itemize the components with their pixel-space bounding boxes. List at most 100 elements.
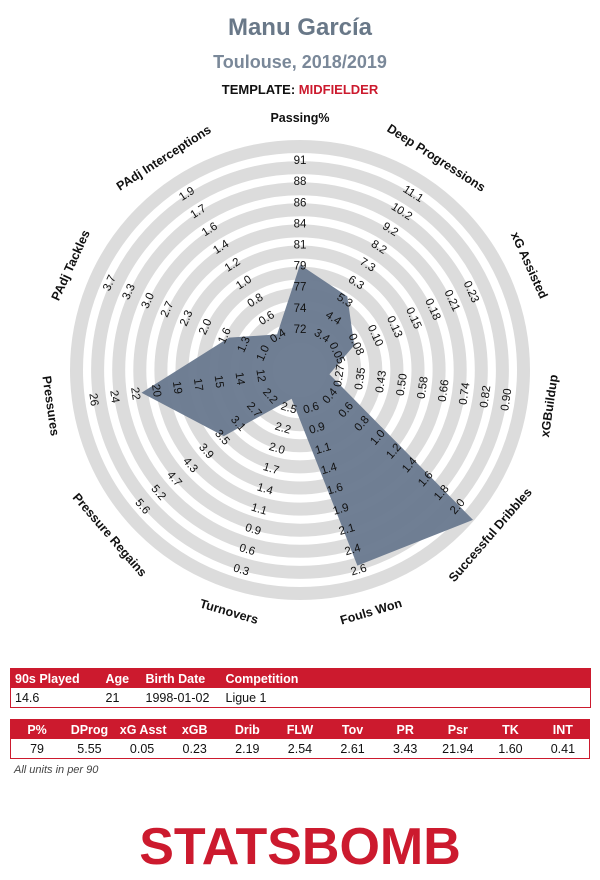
radar-axis-label: Turnovers [198, 597, 260, 627]
stats-header-cell: PR [378, 719, 432, 739]
stats-header-cell: xG Asst [115, 719, 169, 739]
radar-tick-label: 81 [294, 240, 307, 252]
info-header-row: 90s Played Age Birth Date Competition [10, 668, 591, 688]
radar-tick-label: 1.4 [256, 481, 275, 497]
radar-tick-label: 0.35 [353, 367, 368, 391]
radar-tick-label: 15 [212, 375, 226, 389]
info-header-cell: Birth Date [141, 668, 222, 688]
stats-value-row: 79 5.55 0.05 0.23 2.19 2.54 2.61 3.43 21… [10, 739, 590, 759]
stats-header-cell: Tov [326, 719, 379, 739]
radar-tick-label: 24 [107, 390, 121, 405]
radar-ring [70, 140, 530, 600]
info-value-cell: 21 [101, 688, 142, 708]
stats-header-cell: DProg [63, 719, 116, 739]
radar-polygon [141, 264, 473, 566]
stats-value-cell: 2.61 [326, 739, 379, 759]
info-value-cell: 1998-01-02 [141, 688, 222, 708]
stats-value-cell: 0.05 [115, 739, 169, 759]
stats-value-cell: 2.19 [221, 739, 274, 759]
radar-tick-label: 19 [170, 381, 184, 395]
stats-header-cell: Drib [221, 719, 274, 739]
stats-table: P% DProg xG Asst xGB Drib FLW Tov PR Psr… [10, 719, 590, 759]
radar-axis-label: PAdj Interceptions [114, 123, 214, 194]
radar-tick-label: 0.9 [244, 522, 263, 538]
template-label: TEMPLATE: [221, 82, 296, 97]
radar-tick-label: 0.6 [238, 542, 257, 558]
stats-value-cell: 2.54 [273, 739, 327, 759]
radar-chart: 727477798184868891Passing%3.44.45.36.37.… [39, 111, 561, 628]
stats-header-cell: TK [484, 719, 537, 739]
radar-ring [91, 161, 509, 579]
stats-header-row: P% DProg xG Asst xGB Drib FLW Tov PR Psr… [10, 719, 590, 739]
radar-ring [154, 224, 446, 516]
radar-tick-label: 2.6 [350, 562, 369, 578]
stats-header-cell: INT [536, 719, 590, 739]
radar-tick-label: 79 [294, 261, 307, 273]
stats-header-cell: P% [10, 719, 64, 739]
radar-ring [112, 182, 488, 558]
radar-tick-label: 22 [128, 387, 142, 401]
radar-tick-label: 0.82 [478, 385, 493, 409]
radar-ring [133, 203, 467, 537]
statsbomb-logo: STATSBOMB [139, 818, 461, 870]
radar-tick-label: 0.9 [308, 421, 327, 437]
info-value-cell: 14.6 [10, 688, 102, 708]
radar-tick-label: 77 [294, 282, 307, 294]
stats-header-cell: xGB [168, 719, 221, 739]
radar-tick-label: 2.1 [338, 522, 357, 538]
radar-tick-label: 14 [233, 372, 247, 387]
stats-value-cell: 5.55 [63, 739, 116, 759]
radar-tick-label: 0.43 [374, 370, 389, 394]
stats-value-cell: 79 [10, 739, 64, 759]
template-line: TEMPLATE: MIDFIELDER [0, 82, 600, 97]
stats-value-cell: 21.94 [431, 739, 485, 759]
radar-tick-label: 2.0 [267, 441, 286, 457]
info-header-cell: Competition [221, 668, 591, 688]
info-header-cell: 90s Played [10, 668, 102, 688]
radar-tick-label: 86 [294, 197, 307, 209]
radar-axis-label: Fouls Won [338, 596, 403, 627]
radar-tick-label: 0.3 [232, 562, 251, 578]
info-header-cell: Age [101, 668, 142, 688]
radar-tick-label: 26 [86, 393, 100, 407]
radar-axis-label: Pressures [39, 375, 61, 437]
radar-axis-label: xGBuildup [538, 373, 561, 438]
radar-tick-label: 0.27 [332, 364, 347, 388]
stats-header-cell: Psr [431, 719, 485, 739]
radar-tick-label: 72 [294, 324, 307, 336]
radar-tick-label: 74 [294, 303, 307, 315]
radar-tick-label: 1.4 [320, 461, 339, 477]
radar-tick-label: 12 [253, 369, 267, 383]
radar-tick-label: 0.66 [437, 379, 452, 403]
stats-value-cell: 1.60 [484, 739, 537, 759]
radar-tick-label: 1.1 [314, 441, 333, 457]
statsbomb-logo-text: STATSBOMB [139, 818, 461, 870]
radar-tick-label: 1.1 [250, 502, 269, 518]
info-value-cell: Ligue 1 [221, 688, 591, 708]
radar-tick-label: 0.50 [395, 373, 410, 397]
radar-tick-label: 1.6 [326, 481, 345, 497]
radar-tick-label: 20 [149, 384, 163, 398]
radar-tick-label: 0.74 [457, 381, 472, 405]
stats-value-cell: 3.43 [378, 739, 432, 759]
radar-tick-label: 0.58 [416, 376, 431, 400]
units-note: All units in per 90 [14, 764, 99, 776]
player-name: Manu García [227, 14, 373, 41]
radar-tick-label: 0.90 [499, 388, 514, 412]
radar-axis-label: Deep Progressions [384, 121, 487, 194]
radar-tick-label: 1.7 [262, 461, 281, 477]
template-value: MIDFIELDER [298, 82, 379, 97]
stats-value-cell: 0.23 [168, 739, 221, 759]
radar-tick-label: 84 [294, 218, 307, 230]
radar-tick-label: 91 [294, 155, 307, 167]
stats-header-cell: FLW [273, 719, 327, 739]
team-season-subtitle: Toulouse, 2018/2019 [213, 52, 387, 72]
radar-tick-label: 88 [294, 176, 307, 188]
radar-axis-label: Passing% [270, 111, 329, 125]
radar-tick-label: 2.4 [344, 542, 363, 558]
radar-tick-label: 0.6 [302, 400, 321, 416]
stats-value-cell: 0.41 [536, 739, 590, 759]
radar-tick-label: 1.9 [332, 502, 351, 518]
radar-tick-label: 2.2 [273, 421, 292, 437]
info-value-row: 14.6 21 1998-01-02 Ligue 1 [10, 688, 591, 708]
